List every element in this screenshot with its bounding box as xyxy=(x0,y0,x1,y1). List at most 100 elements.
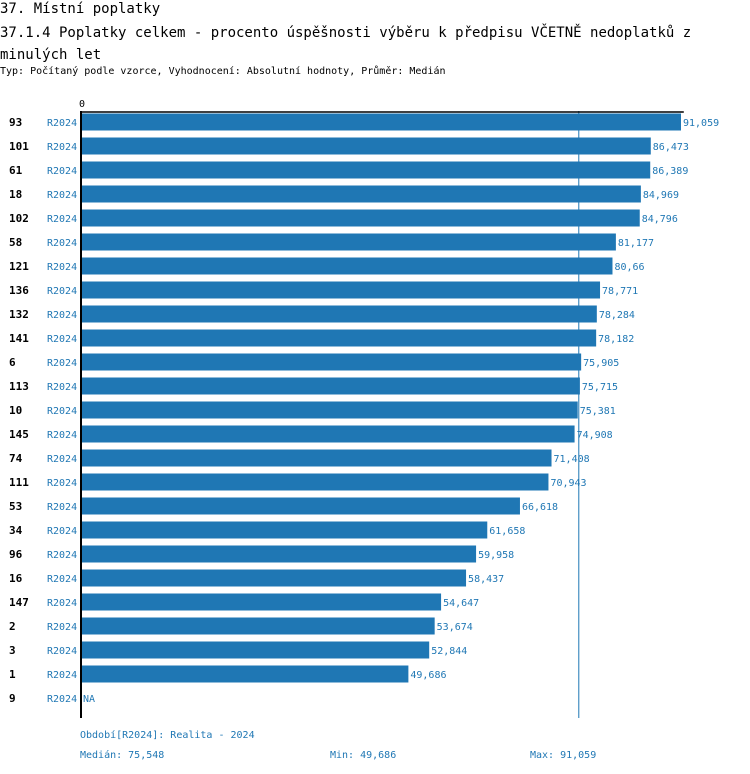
category-label: 147 xyxy=(9,596,29,609)
value-label: 86,389 xyxy=(652,166,688,177)
period-label: R2024 xyxy=(47,286,77,297)
period-legend: Období[R2024]: Realita - 2024 xyxy=(80,730,255,741)
category-label: 113 xyxy=(9,380,29,393)
category-label: 58 xyxy=(9,236,22,249)
bar xyxy=(81,161,651,179)
category-label: 102 xyxy=(9,212,29,225)
period-label: R2024 xyxy=(47,430,77,441)
category-label: 3 xyxy=(9,644,16,657)
value-label: 78,284 xyxy=(599,310,635,321)
value-label: 53,674 xyxy=(437,622,473,633)
category-label: 121 xyxy=(9,260,29,273)
category-label: 9 xyxy=(9,692,16,705)
period-label: R2024 xyxy=(47,166,77,177)
chart-info: Typ: Počítaný podle vzorce, Vyhodnocení:… xyxy=(0,66,446,77)
value-label: 74,908 xyxy=(577,430,613,441)
bar xyxy=(81,569,467,587)
period-label: R2024 xyxy=(47,190,77,201)
period-label: R2024 xyxy=(47,358,77,369)
category-label: 6 xyxy=(9,356,16,369)
median-stat: Medián: 75,548 xyxy=(80,750,165,761)
chart-title: 37.1.4 Poplatky celkem - procento úspěšn… xyxy=(0,25,692,63)
value-label: 75,715 xyxy=(582,382,618,393)
category-label: 16 xyxy=(9,572,23,585)
value-label: 52,844 xyxy=(431,646,467,657)
bar xyxy=(81,401,578,419)
page-title: 37. Místní poplatky xyxy=(0,1,161,17)
category-label: 141 xyxy=(9,332,29,345)
period-label: R2024 xyxy=(47,502,77,513)
bar xyxy=(81,281,601,299)
period-label: R2024 xyxy=(47,550,77,561)
category-label: 53 xyxy=(9,500,22,513)
bar xyxy=(81,377,580,395)
period-label: R2024 xyxy=(47,526,77,537)
value-label: 61,658 xyxy=(489,526,525,537)
axis-zero-label: 0 xyxy=(79,99,85,110)
category-label: 96 xyxy=(9,548,23,561)
period-label: R2024 xyxy=(47,310,77,321)
period-label: R2024 xyxy=(47,262,77,273)
value-label: 86,473 xyxy=(653,142,689,153)
value-label: 49,686 xyxy=(410,670,446,681)
value-label: 54,647 xyxy=(443,598,479,609)
period-label: R2024 xyxy=(47,670,77,681)
bar xyxy=(81,257,613,275)
period-label: R2024 xyxy=(47,694,77,705)
period-label: R2024 xyxy=(47,478,77,489)
bar xyxy=(81,665,409,683)
period-label: R2024 xyxy=(47,622,77,633)
bar xyxy=(81,497,520,515)
bar xyxy=(81,305,597,323)
value-label: 75,905 xyxy=(583,358,619,369)
bar xyxy=(81,473,549,491)
value-label: 58,437 xyxy=(468,574,504,585)
bar xyxy=(81,617,435,635)
period-label: R2024 xyxy=(47,382,77,393)
category-label: 132 xyxy=(9,308,29,321)
period-label: R2024 xyxy=(47,238,77,249)
value-label: NA xyxy=(83,694,95,705)
period-label: R2024 xyxy=(47,118,77,129)
category-label: 136 xyxy=(9,284,29,297)
period-label: R2024 xyxy=(47,598,77,609)
bar xyxy=(81,449,552,467)
min-stat: Min: 49,686 xyxy=(330,750,397,761)
value-label: 78,182 xyxy=(598,334,634,345)
period-label: R2024 xyxy=(47,646,77,657)
value-label: 84,796 xyxy=(642,214,678,225)
bar xyxy=(81,233,616,251)
bar xyxy=(81,425,575,443)
category-label: 1 xyxy=(9,668,16,681)
bar xyxy=(81,521,488,539)
period-label: R2024 xyxy=(47,406,77,417)
category-label: 145 xyxy=(9,428,29,441)
bar xyxy=(81,113,681,131)
value-label: 75,381 xyxy=(580,406,616,417)
period-label: R2024 xyxy=(47,574,77,585)
category-label: 10 xyxy=(9,404,22,417)
category-label: 111 xyxy=(9,476,29,489)
value-label: 66,618 xyxy=(522,502,558,513)
period-label: R2024 xyxy=(47,454,77,465)
value-label: 80,66 xyxy=(614,262,644,273)
bar xyxy=(81,137,651,155)
category-label: 61 xyxy=(9,164,23,177)
value-label: 71,408 xyxy=(554,454,590,465)
bar xyxy=(81,593,442,611)
bar xyxy=(81,545,477,563)
max-stat: Max: 91,059 xyxy=(530,750,597,761)
category-label: 34 xyxy=(9,524,23,537)
period-label: R2024 xyxy=(47,142,77,153)
period-label: R2024 xyxy=(47,334,77,345)
category-label: 74 xyxy=(9,452,23,465)
value-label: 70,943 xyxy=(550,478,586,489)
bar xyxy=(81,329,597,347)
category-label: 2 xyxy=(9,620,16,633)
value-label: 78,771 xyxy=(602,286,638,297)
category-label: 93 xyxy=(9,116,22,129)
bar xyxy=(81,353,582,371)
value-label: 84,969 xyxy=(643,190,679,201)
category-label: 18 xyxy=(9,188,22,201)
